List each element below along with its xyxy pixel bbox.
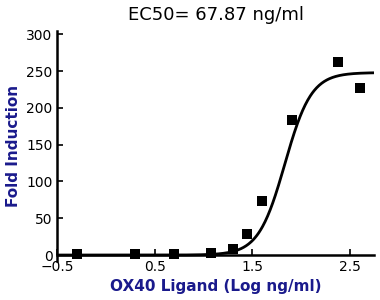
Point	[289, 118, 295, 123]
Y-axis label: Fold Induction: Fold Induction	[6, 85, 21, 207]
Point	[260, 199, 266, 204]
Point	[244, 232, 250, 237]
Point	[335, 59, 341, 64]
Point	[357, 85, 363, 90]
X-axis label: OX40 Ligand (Log ng/ml): OX40 Ligand (Log ng/ml)	[110, 280, 321, 295]
Point	[132, 251, 138, 256]
Title: EC50= 67.87 ng/ml: EC50= 67.87 ng/ml	[128, 6, 304, 24]
Point	[208, 251, 214, 256]
Point	[171, 251, 177, 256]
Point	[230, 247, 236, 252]
Point	[74, 251, 80, 256]
